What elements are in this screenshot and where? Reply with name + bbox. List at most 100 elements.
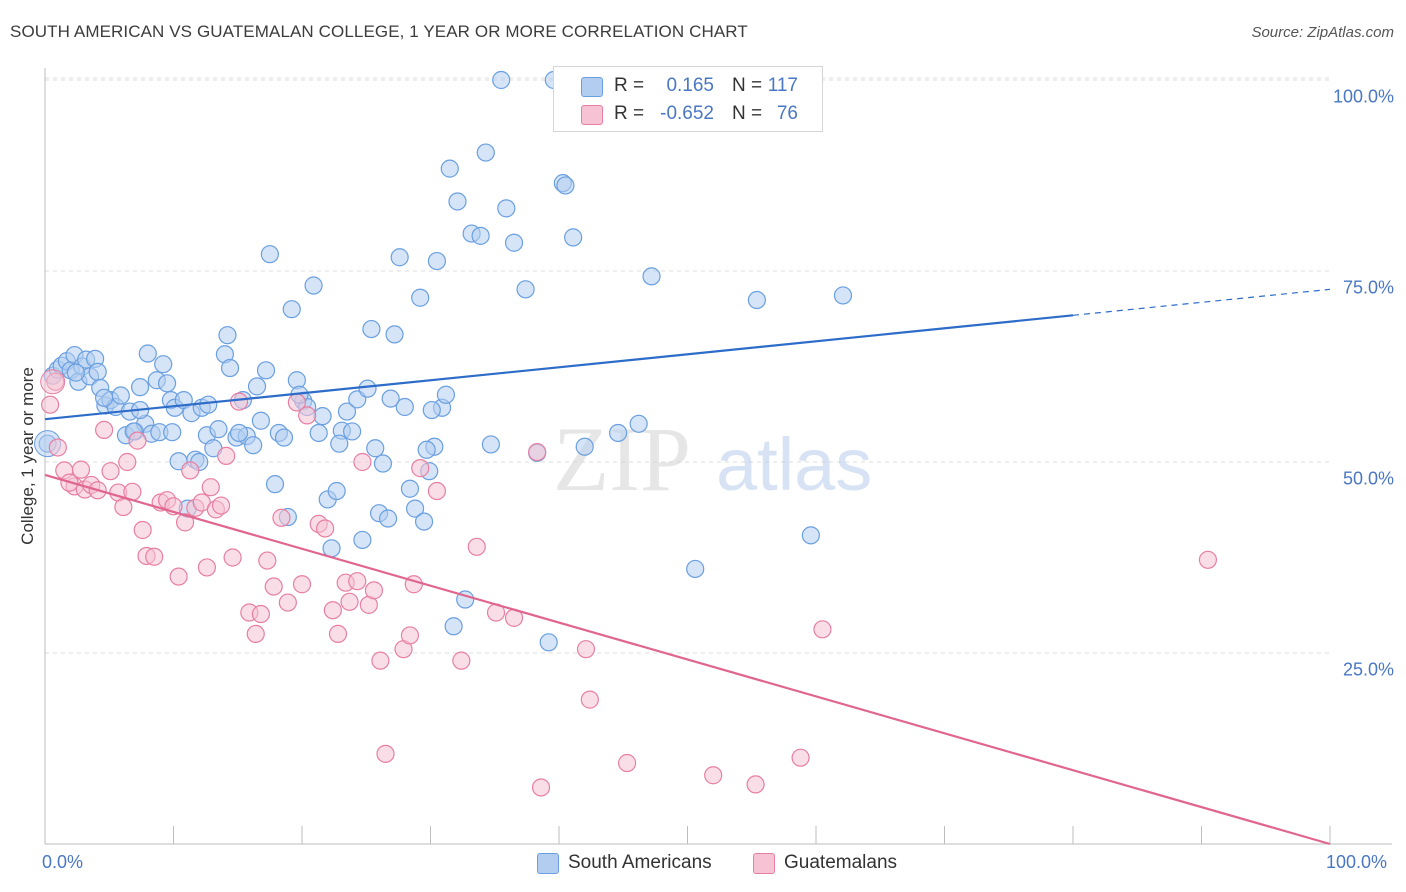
guatemalan-point-27 [201, 478, 220, 497]
guatemalan-point-48 [340, 592, 359, 611]
source-credit: Source: ZipAtlas.com [1251, 24, 1394, 41]
r-label: R = [614, 103, 645, 124]
trend-line-guatemalans [44, 473, 1331, 846]
guatemalan-point-56 [400, 626, 420, 645]
guatemalan-point-39 [278, 593, 297, 612]
south-american-point-68 [343, 422, 362, 441]
n-label: N = [732, 75, 763, 96]
south-american-point-81 [405, 499, 425, 518]
south-american-point-78 [390, 248, 409, 267]
series-south-americans [34, 70, 853, 652]
guatemalan-point-73 [1198, 550, 1218, 569]
guatemalan-point-35 [251, 604, 270, 624]
south-american-point-70 [353, 530, 372, 550]
south-american-point-12 [88, 362, 107, 381]
watermark-zip: ZIP [553, 408, 691, 510]
guatemalan-point-61 [467, 537, 486, 556]
south-american-point-60 [304, 276, 323, 295]
south-american-point-108 [629, 414, 648, 433]
guatemalan-point-31 [223, 548, 242, 567]
south-american-point-90 [444, 617, 463, 636]
guatemalan-point-59 [427, 481, 447, 501]
guatemalan-point-1 [48, 438, 67, 457]
guatemalan-point-69 [704, 766, 723, 785]
south-american-point-110 [686, 559, 705, 579]
stats-legend: R = 0.165 N = 117 R = -0.652 N = 76 [553, 66, 823, 132]
guatemalan-point-23 [181, 461, 200, 480]
south-american-point-122 [330, 434, 349, 453]
trend-line-south-americans [44, 314, 1074, 421]
guatemalan-point-65 [531, 778, 551, 797]
y-tick-label-75: 75.0% [1342, 277, 1394, 298]
trend-lines [44, 288, 1331, 846]
south-american-point-111 [747, 290, 766, 310]
south-american-point-95 [476, 143, 495, 162]
south-american-point-27 [154, 355, 173, 374]
guatemalan-point-34 [246, 624, 265, 644]
guatemalan-point-36 [258, 551, 277, 570]
south-american-point-47 [244, 436, 263, 455]
south-american-point-43 [218, 326, 237, 345]
legend-swatch-blue [537, 853, 559, 874]
n-value: 76 [776, 103, 798, 124]
guatemalan-point-29 [211, 496, 231, 515]
guatemalan-point-67 [580, 690, 599, 709]
guatemalan-point-30 [217, 446, 236, 465]
south-american-point-119 [199, 395, 218, 414]
south-american-point-51 [260, 245, 279, 264]
south-american-point-82 [411, 288, 430, 307]
guatemalan-point-11 [114, 497, 133, 517]
south-american-point-117 [66, 363, 85, 382]
south-american-point-52 [265, 475, 285, 494]
south-american-point-101 [539, 633, 558, 652]
south-american-point-28 [157, 374, 177, 393]
watermark-atlas: atlas [716, 423, 872, 506]
south-american-point-91 [448, 192, 467, 211]
south-american-point-49 [251, 411, 270, 430]
guatemalan-point-32 [229, 392, 249, 411]
guatemalan-point-4 [71, 460, 91, 479]
south-american-point-123 [366, 439, 385, 458]
south-american-point-99 [516, 280, 535, 299]
guatemalan-point-26 [197, 558, 217, 577]
south-american-point-97 [497, 199, 516, 218]
y-tick-label-25: 25.0% [1342, 659, 1394, 680]
south-american-point-116 [95, 388, 114, 407]
south-american-point-23 [138, 344, 157, 363]
watermark: ZIP atlas [553, 408, 872, 510]
south-american-point-54 [274, 428, 294, 447]
guatemalan-point-46 [328, 624, 348, 644]
guatemalan-point-37 [264, 577, 283, 596]
guatemalan-point-12 [118, 452, 137, 472]
south-american-point-42 [220, 358, 240, 378]
r-value: -0.652 [660, 103, 714, 124]
legend-swatch-pink [581, 105, 603, 125]
n-value: 117 [767, 75, 798, 96]
south-american-point-126 [422, 400, 441, 420]
south-american-point-105 [564, 228, 583, 247]
south-american-point-96 [492, 70, 511, 90]
guatemalan-point-71 [791, 748, 810, 767]
guatemalan-point-15 [133, 520, 152, 540]
legend-swatch-pink [753, 853, 775, 874]
south-american-point-64 [322, 539, 341, 558]
south-american-point-76 [381, 389, 400, 408]
south-american-point-50 [256, 361, 276, 380]
x-tick-label-min: 0.0% [42, 852, 84, 872]
south-american-point-86 [427, 251, 447, 271]
south-american-point-114 [163, 423, 182, 442]
guatemalan-point-50 [353, 452, 372, 472]
guatemalan-point-72 [813, 620, 832, 639]
guatemalan-edge-point [40, 369, 66, 395]
legend-swatch-blue [581, 77, 603, 97]
r-value: 0.165 [666, 75, 714, 96]
south-american-point-80 [400, 479, 420, 498]
south-american-point-56 [282, 300, 301, 319]
south-american-point-65 [327, 481, 346, 501]
south-american-point-62 [313, 407, 332, 426]
x-tick-label-max: 100.0% [1326, 852, 1388, 872]
south-american-point-77 [385, 325, 404, 344]
south-american-point-124 [417, 440, 436, 459]
guatemalan-point-0 [41, 395, 60, 414]
